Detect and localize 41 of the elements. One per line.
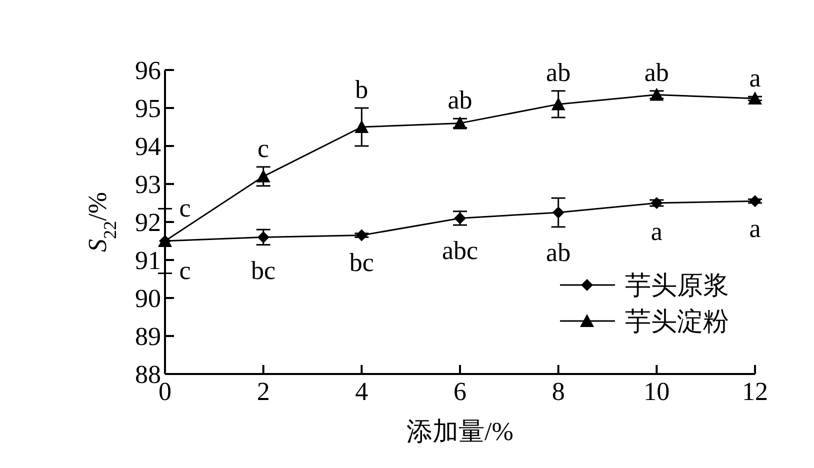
x-tick-label: 2	[256, 377, 270, 406]
x-tick-label: 12	[742, 377, 768, 406]
data-label: ab	[644, 58, 669, 87]
data-label: ab	[546, 58, 571, 87]
y-tick-label: 94	[135, 132, 161, 161]
point	[551, 97, 566, 110]
x-tick-label: 6	[454, 377, 466, 406]
data-label: ab	[546, 238, 571, 267]
data-label: c	[179, 194, 191, 223]
data-label: bc	[251, 256, 276, 285]
data-label: a	[749, 214, 762, 243]
x-tick-label: 0	[158, 377, 172, 406]
point	[552, 206, 564, 218]
x-tick-label: 10	[644, 377, 670, 406]
data-label: abc	[442, 236, 478, 266]
y-tick-label: 93	[135, 170, 161, 199]
x-tick-label: 4	[355, 377, 368, 406]
data-label: ab	[448, 86, 472, 115]
y-tick-label: 88	[135, 360, 161, 389]
data-label: c	[258, 134, 270, 163]
y-tick-label: 89	[135, 322, 161, 351]
point	[748, 92, 762, 104]
point	[650, 88, 664, 101]
y-tick-label: 90	[135, 284, 161, 313]
data-label: b	[355, 75, 368, 104]
x-tick-label: 8	[552, 377, 565, 406]
y-tick-label: 91	[135, 246, 161, 275]
data-label: c	[179, 256, 191, 285]
point	[256, 169, 270, 182]
point	[356, 229, 368, 242]
y-tick-label: 96	[135, 56, 161, 85]
data-label: a	[650, 217, 663, 246]
x-axis-title: 添加量/%	[406, 417, 514, 446]
point	[749, 195, 761, 208]
y-tick-label: 92	[135, 208, 161, 237]
point	[354, 120, 369, 133]
legend-label: 芋头淀粉	[625, 307, 729, 336]
data-label: bc	[349, 248, 374, 278]
legend-label: 芋头原浆	[625, 271, 729, 300]
data-label: a	[749, 64, 762, 93]
y-tick-label: 95	[135, 94, 161, 123]
